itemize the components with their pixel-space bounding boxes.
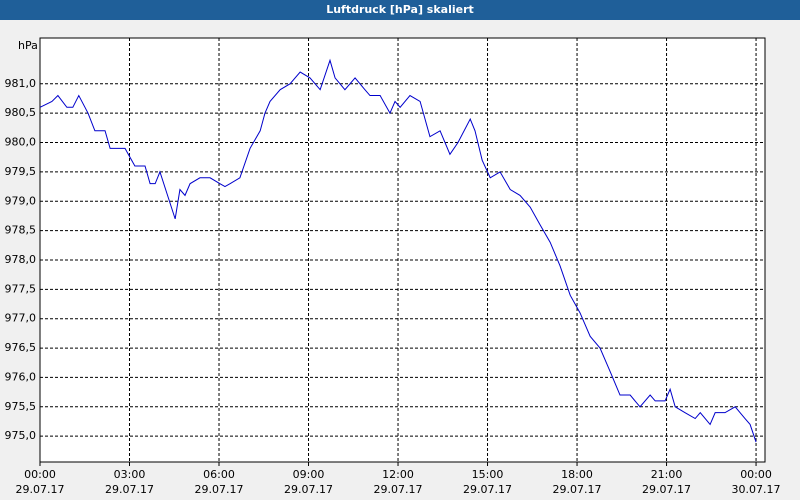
x-tick-label: 06:00	[203, 468, 235, 481]
x-tick-date: 29.07.17	[553, 483, 602, 496]
y-tick-label: 977,5	[5, 282, 37, 295]
x-tick-date: 30.07.17	[732, 483, 781, 496]
y-axis-label: hPa	[18, 39, 38, 52]
y-tick-label: 980,0	[5, 136, 37, 149]
y-tick-label: 977,0	[5, 312, 37, 325]
x-tick-date: 29.07.17	[16, 483, 65, 496]
x-tick-date: 29.07.17	[105, 483, 154, 496]
x-tick-date: 29.07.17	[374, 483, 423, 496]
data-line	[39, 58, 757, 443]
x-tick-date: 29.07.17	[463, 483, 512, 496]
x-tick-label: 15:00	[472, 468, 504, 481]
y-tick-label: 978,0	[5, 253, 37, 266]
plot-area	[39, 37, 766, 463]
y-tick-label: 976,5	[5, 341, 37, 354]
y-tick-label: 980,5	[5, 106, 37, 119]
y-tick-label: 976,0	[5, 370, 37, 383]
x-tick-label: 18:00	[561, 468, 593, 481]
title-bar	[0, 0, 800, 20]
y-tick-label: 979,5	[5, 165, 37, 178]
y-tick-label: 978,5	[5, 224, 37, 237]
y-tick-label: 975,0	[5, 429, 37, 442]
x-tick-label: 12:00	[382, 468, 414, 481]
x-tick-label: 21:00	[651, 468, 683, 481]
x-tick-date: 29.07.17	[284, 483, 333, 496]
x-tick-date: 29.07.17	[642, 483, 691, 496]
chart-title: Luftdruck [hPa] skaliert	[326, 3, 474, 16]
y-tick-label: 981,0	[5, 77, 37, 90]
y-tick-label: 975,5	[5, 400, 37, 413]
x-tick-label: 00:00	[740, 468, 772, 481]
x-tick-label: 00:00	[24, 468, 56, 481]
x-tick-label: 09:00	[293, 468, 325, 481]
y-tick-label: 979,0	[5, 194, 37, 207]
x-tick-label: 03:00	[114, 468, 146, 481]
x-tick-date: 29.07.17	[195, 483, 244, 496]
